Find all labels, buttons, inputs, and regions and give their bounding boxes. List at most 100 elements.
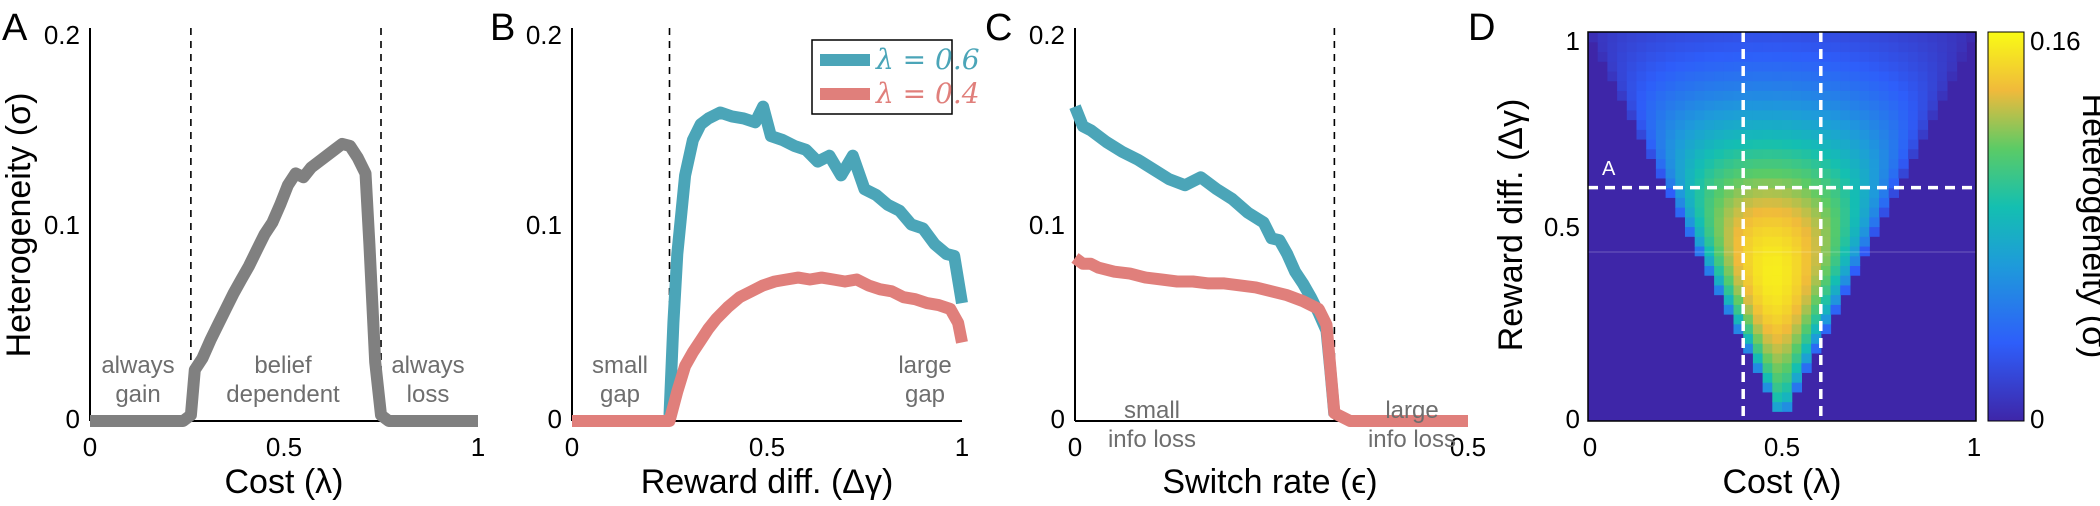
heatmap-cell	[1811, 119, 1822, 130]
heatmap-cell	[1879, 119, 1890, 130]
heatmap-cell	[1617, 41, 1628, 53]
heatmap-cell	[1646, 70, 1657, 82]
heatmap-cell	[1733, 80, 1744, 91]
heatmap-cell	[1733, 61, 1744, 72]
heatmap-cell	[1694, 148, 1705, 160]
heatmap-cell	[1888, 119, 1899, 130]
heatmap-cell	[1898, 158, 1909, 169]
heatmap-cell	[1811, 129, 1822, 140]
heatmap-cell	[1723, 100, 1735, 111]
heatmap-cell	[1733, 138, 1744, 150]
panel-c-annotation-info-loss: info loss	[1368, 426, 1456, 453]
heatmap-cell	[1791, 32, 1802, 43]
heatmap-cell	[1694, 216, 1705, 228]
heatmap-cell	[1772, 284, 1783, 296]
heatmap-cell	[1762, 70, 1773, 82]
panel-c-annotation-info-loss: info loss	[1108, 426, 1196, 453]
heatmap-cell	[1801, 255, 1812, 266]
heatmap-cell	[1772, 51, 1783, 62]
heatmap-cell	[1782, 284, 1793, 296]
heatmap-cell	[1782, 207, 1793, 218]
heatmap-cell	[1859, 61, 1870, 72]
heatmap-cell	[1752, 148, 1764, 160]
heatmap-cell	[1840, 245, 1851, 257]
heatmap-cell	[1694, 187, 1705, 198]
heatmap-cell	[1665, 129, 1676, 140]
heatmap-cell	[1908, 70, 1919, 82]
heatmap-cell	[1811, 255, 1822, 266]
heatmap-cell	[1898, 51, 1909, 62]
heatmap-cell	[1830, 129, 1841, 140]
heatmap-cell	[1723, 187, 1735, 198]
heatmap-cell	[1840, 187, 1851, 198]
heatmap-cell	[1752, 294, 1764, 305]
heatmap-cell	[1772, 90, 1783, 101]
heatmap-cell	[1927, 32, 1938, 43]
heatmap-cell	[1762, 343, 1773, 354]
heatmap-cell	[1762, 275, 1773, 286]
heatmap-cell	[1782, 343, 1793, 354]
heatmap-cell	[1820, 255, 1832, 266]
heatmap-cell	[1782, 138, 1793, 150]
heatmap-cell	[1607, 32, 1618, 43]
heatmap-cell	[1801, 323, 1812, 335]
heatmap-cell	[1723, 255, 1735, 266]
heatmap-cell	[1665, 158, 1676, 169]
heatmap-cell	[1665, 138, 1676, 150]
panel-c-annotation-large: large	[1385, 397, 1438, 424]
heatmap-cell	[1694, 100, 1705, 111]
heatmap-cell	[1772, 32, 1783, 43]
panel-d-ytick-label: 0	[1566, 404, 1580, 434]
heatmap-cell	[1840, 197, 1851, 208]
heatmap-cell	[1888, 51, 1899, 62]
heatmap-cell	[1772, 216, 1783, 228]
heatmap-cell	[1743, 343, 1754, 354]
heatmap-cell	[1743, 284, 1754, 296]
heatmap-cell	[1685, 216, 1696, 228]
heatmap-cell	[1714, 138, 1725, 150]
heatmap-cell	[1830, 304, 1841, 315]
heatmap-cell	[1849, 245, 1861, 257]
panel-b-ytick-label: 0.2	[526, 20, 562, 50]
heatmap-cell	[1782, 70, 1793, 82]
panel-a-series	[90, 137, 478, 427]
heatmap-cell	[1675, 109, 1686, 121]
heatmap-cell	[1733, 100, 1744, 111]
heatmap-cell	[1743, 32, 1754, 43]
heatmap-cut-label-b: B	[1668, 433, 1681, 455]
heatmap-cell	[1704, 245, 1715, 257]
heatmap-cell	[1636, 51, 1647, 62]
heatmap-cell	[1685, 41, 1696, 53]
heatmap-cell	[1782, 168, 1793, 179]
heatmap-cell	[1927, 90, 1938, 101]
heatmap-cell	[1655, 32, 1667, 43]
heatmap-cell	[1898, 138, 1909, 150]
heatmap-cell	[1675, 168, 1686, 179]
heatmap-cell	[1752, 119, 1764, 130]
heatmap-cell	[1733, 158, 1744, 169]
heatmap-cell	[1704, 51, 1715, 62]
heatmap-cell	[1685, 80, 1696, 91]
heatmap-cell	[1655, 51, 1667, 62]
heatmap-cell	[1791, 362, 1802, 373]
heatmap-cell	[1655, 129, 1667, 140]
heatmap-cell	[1840, 51, 1851, 62]
heatmap-cell	[1782, 275, 1793, 286]
panel-a-annotation-belief: belief	[254, 352, 312, 379]
heatmap-cell	[1762, 333, 1773, 344]
heatmap-cell	[1917, 61, 1929, 72]
heatmap-cell	[1840, 236, 1851, 247]
heatmap-cell	[1752, 245, 1764, 257]
heatmap-cell	[1762, 119, 1773, 130]
heatmap-cell	[1898, 41, 1909, 53]
heatmap-cell	[1849, 168, 1861, 179]
heatmap-cell	[1665, 32, 1676, 43]
heatmap-cell	[1782, 109, 1793, 121]
heatmap-cell	[1849, 158, 1861, 169]
panel-d-x-axis-label: Cost (λ)	[1723, 463, 1842, 501]
heatmap-cell	[1830, 158, 1841, 169]
legend-label-lambda-04: λ = 0.4	[875, 77, 980, 110]
heatmap-cell	[1762, 129, 1773, 140]
panel-b: 0.2 0.1 0 0 0.5 1 Reward diff. (Δγ) smal…	[526, 20, 980, 501]
heatmap-cell	[1665, 100, 1676, 111]
